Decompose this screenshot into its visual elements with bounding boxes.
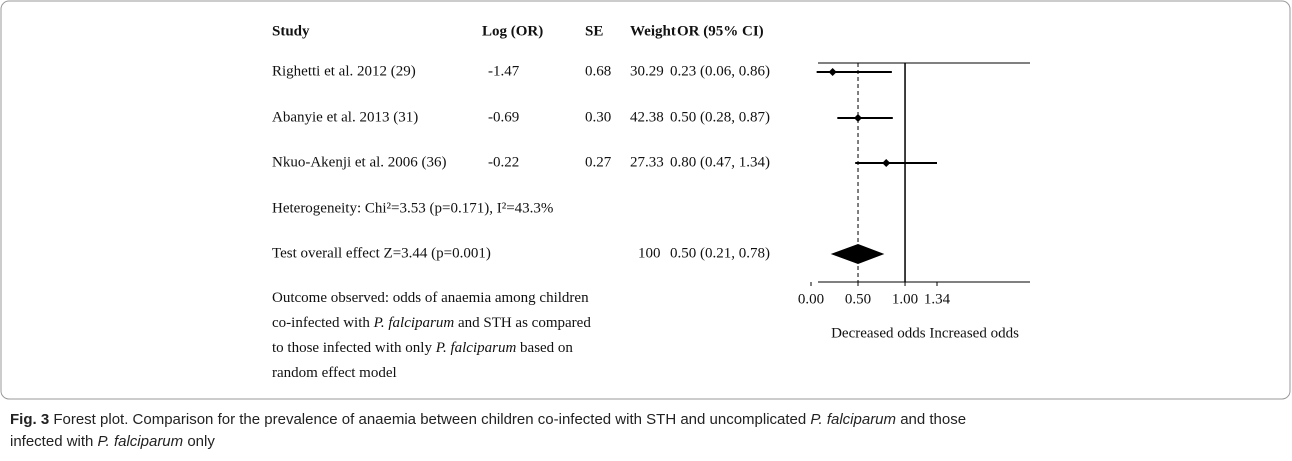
outcome-note-segment: P. falciparum	[373, 315, 455, 331]
study-name: Nkuo-Akenji et al. 2006 (36)	[272, 154, 447, 170]
overall-weight: 100	[638, 245, 661, 261]
outcome-note-segment: P. falciparum	[435, 340, 517, 356]
figure-caption-segment: Forest plot. Comparison for the prevalen…	[49, 411, 810, 428]
x-tick-label: 0.50	[845, 291, 871, 307]
point-estimate	[828, 68, 837, 76]
log-or: -1.47	[488, 63, 520, 79]
study-name: Righetti et al. 2012 (29)	[272, 63, 416, 79]
figure-caption-segment: P. falciparum	[98, 433, 184, 450]
x-axis-label: Decreased odds Increased odds	[831, 325, 1019, 341]
outcome-note: Outcome observed: odds of anaemia among …	[272, 290, 589, 306]
se: 0.27	[585, 154, 612, 170]
outcome-note-segment: to those infected with only	[272, 340, 436, 356]
or-ci: 0.23 (0.06, 0.86)	[670, 63, 770, 79]
outcome-note-segment: random effect model	[272, 365, 397, 381]
column-header: Study	[272, 23, 310, 39]
figure-caption-segment: P. falciparum	[810, 411, 896, 428]
column-header: Weight	[630, 23, 676, 39]
weight: 27.33	[630, 154, 664, 170]
outcome-note-segment: co-infected with	[272, 315, 374, 331]
outcome-note-segment: based on	[516, 340, 573, 356]
or-ci: 0.50 (0.28, 0.87)	[670, 109, 770, 125]
figure-frame	[0, 0, 1291, 400]
weight: 30.29	[630, 63, 664, 79]
point-estimate	[854, 114, 863, 122]
se: 0.68	[585, 63, 611, 79]
x-tick-label: 0.00	[798, 291, 824, 307]
or-ci: 0.80 (0.47, 1.34)	[670, 154, 770, 170]
overall-or-ci: 0.50 (0.21, 0.78)	[670, 245, 770, 261]
study-name: Abanyie et al. 2013 (31)	[272, 109, 418, 125]
figure-caption: infected with P. falciparum only	[10, 433, 215, 450]
x-tick-label: 1.34	[924, 291, 951, 307]
outcome-note-segment: and STH as compared	[454, 315, 591, 331]
heterogeneity: Heterogeneity: Chi²=3.53 (p=0.171), I²=4…	[272, 200, 553, 216]
weight: 42.38	[630, 109, 664, 125]
figure-caption: Fig. 3 Forest plot. Comparison for the p…	[10, 411, 966, 428]
figure-caption-segment: Fig. 3	[10, 411, 49, 428]
overall-label: Test overall effect Z=3.44 (p=0.001)	[272, 245, 491, 261]
outcome-note: to those infected with only P. falciparu…	[272, 340, 573, 356]
x-tick-label: 1.00	[892, 291, 918, 307]
se: 0.30	[585, 109, 611, 125]
figure-caption-segment: and those	[896, 411, 966, 428]
outcome-note: random effect model	[272, 365, 397, 381]
figure-caption-segment: only	[183, 433, 215, 450]
figure-caption-segment: infected with	[10, 433, 98, 450]
column-header: OR (95% CI)	[677, 23, 764, 39]
log-or: -0.69	[488, 109, 519, 125]
point-estimate	[882, 159, 891, 167]
outcome-note: co-infected with P. falciparum and STH a…	[272, 315, 591, 331]
log-or: -0.22	[488, 154, 519, 170]
outcome-note-segment: Outcome observed: odds of anaemia among …	[272, 290, 589, 306]
column-header: SE	[585, 23, 603, 39]
column-header: Log (OR)	[482, 23, 543, 39]
